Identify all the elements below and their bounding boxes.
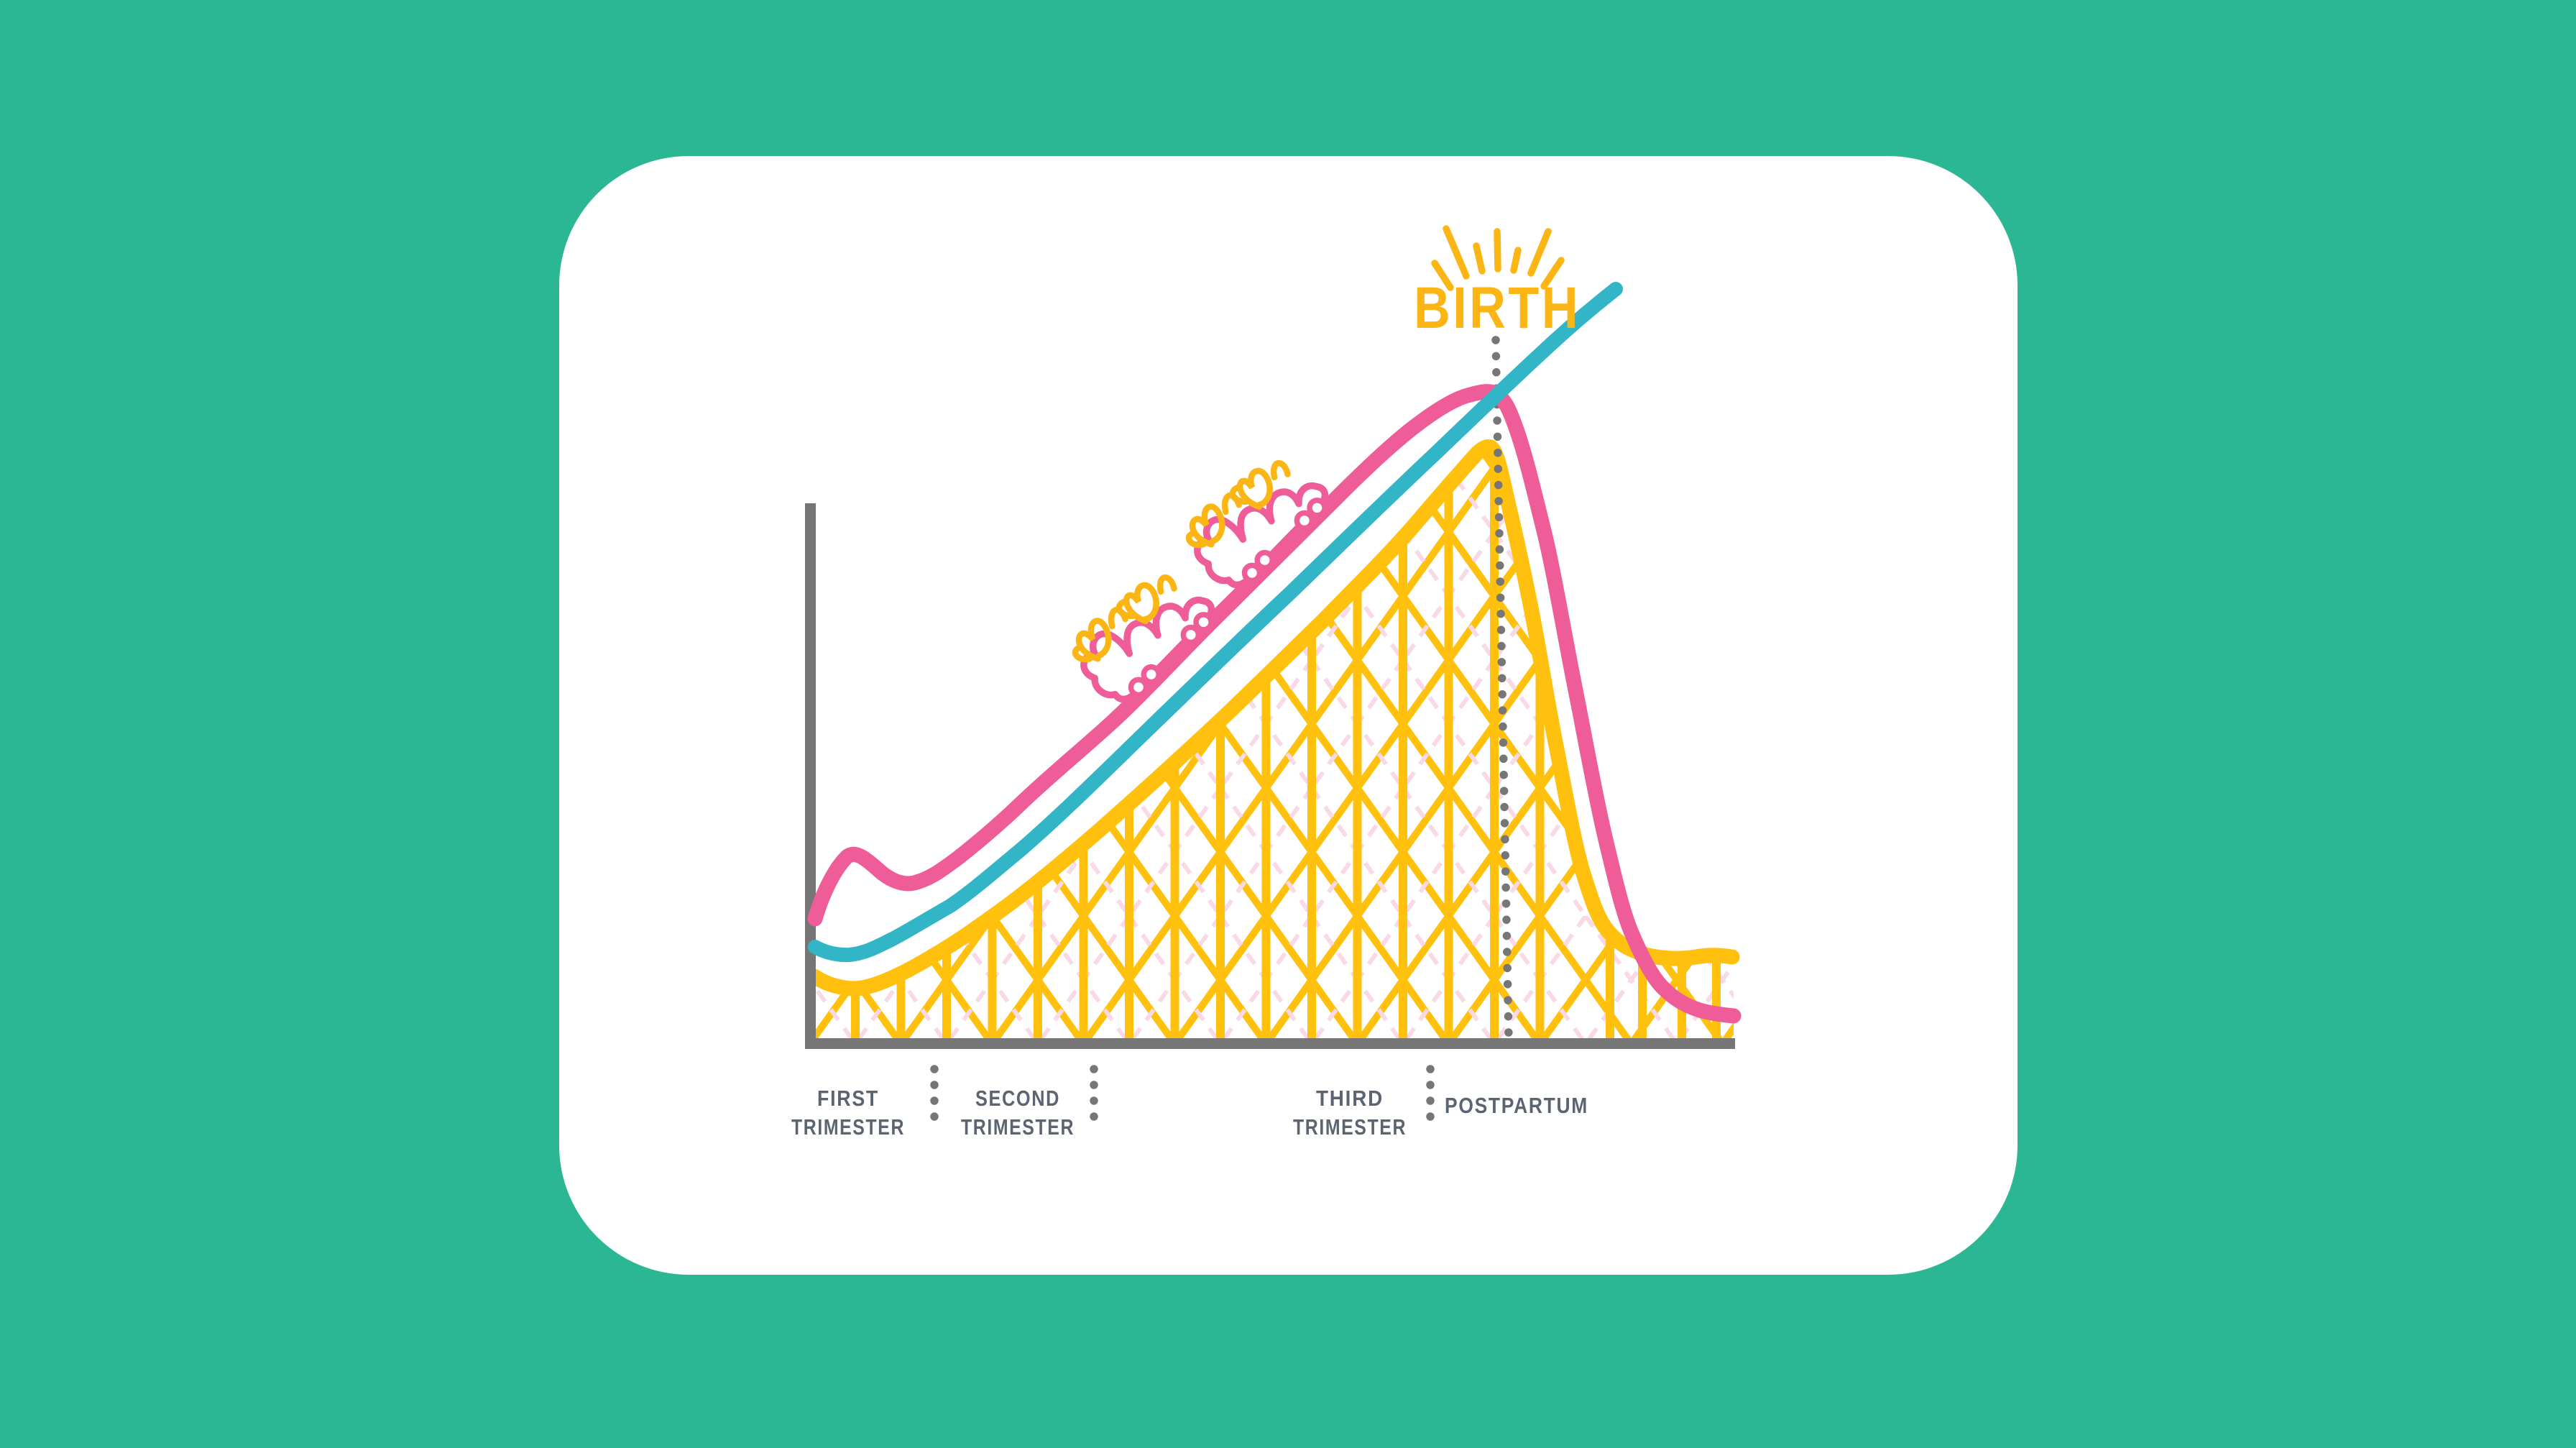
x-axis-label-postpartum: POSTPARTUM xyxy=(1445,1093,1588,1118)
yellow-track-line xyxy=(806,439,1740,996)
x-axis-label-third-trimester-line1: THIRD xyxy=(1316,1086,1384,1111)
birth-dotted-line xyxy=(1491,336,1513,1042)
x-axis-label-second-trimester-line1: SECOND xyxy=(975,1086,1060,1111)
blue-series-line xyxy=(808,282,1623,963)
birth-label: BIRTH xyxy=(1414,275,1581,341)
x-axis-labels: FIRST TRIMESTER SECOND TRIMESTER THIRD T… xyxy=(791,1086,1588,1140)
pink-series-line xyxy=(807,384,1742,1024)
x-axis-label-second-trimester-line2: TRIMESTER xyxy=(961,1114,1075,1140)
x-axis-label-first-trimester-line1: FIRST xyxy=(817,1086,879,1111)
x-axis-label-first-trimester-line2: TRIMESTER xyxy=(791,1114,905,1140)
birth-rays-icon xyxy=(1431,225,1565,291)
x-axis-label-third-trimester-line2: TRIMESTER xyxy=(1293,1114,1407,1140)
